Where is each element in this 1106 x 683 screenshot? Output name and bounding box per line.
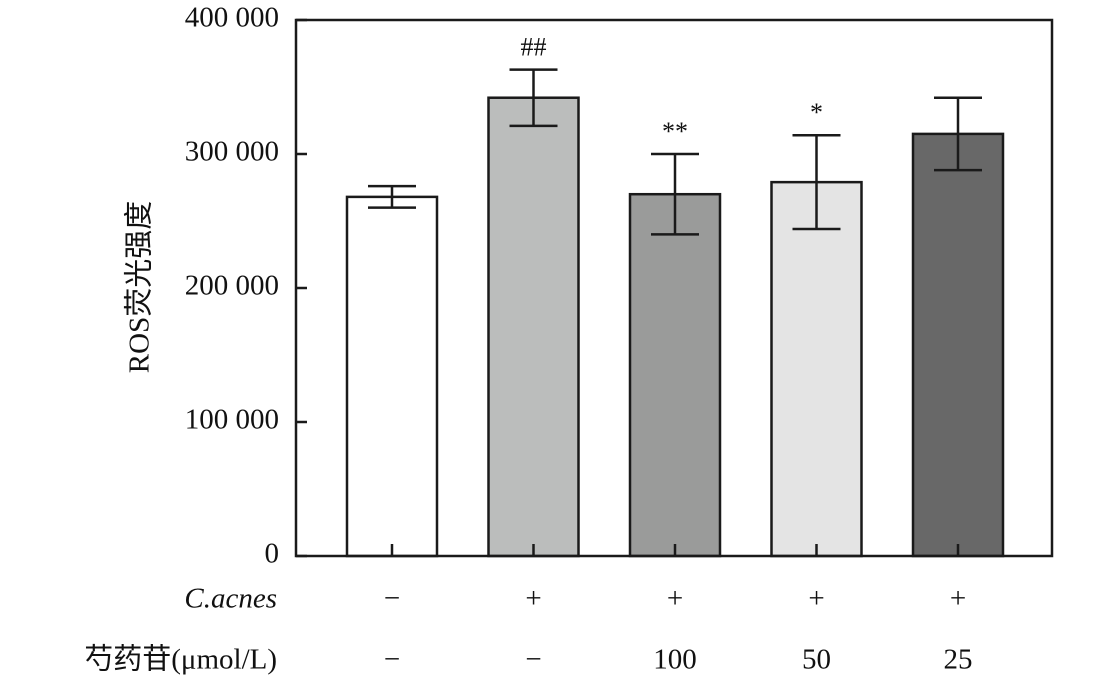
error-bar-2 bbox=[651, 152, 699, 236]
error-bar-1 bbox=[509, 68, 558, 128]
condition-row-label-0: C.acnes bbox=[184, 583, 277, 615]
plot-frame bbox=[294, 18, 1054, 558]
condition-value-1-3: 50 bbox=[802, 644, 831, 676]
bar-2 bbox=[628, 192, 722, 558]
condition-value-0-1: + bbox=[525, 583, 541, 615]
bar-0 bbox=[345, 195, 439, 558]
condition-rows: C.acnes − + + + + 芍药苷(μmol/L) − − 100 50 25 bbox=[84, 583, 972, 676]
error-bars-group bbox=[368, 68, 982, 236]
error-bar-3 bbox=[792, 133, 841, 231]
y-tick-label-0: 0 bbox=[265, 538, 280, 570]
condition-value-0-4: + bbox=[950, 583, 966, 615]
y-axis-ticks: 0 100 000 200 000 300 000 400 000 bbox=[185, 2, 307, 570]
significance-mark-2: ** bbox=[662, 117, 688, 146]
y-axis-label: ROS荧光强度 bbox=[123, 201, 156, 373]
condition-value-1-4: 25 bbox=[944, 644, 973, 676]
bar-1 bbox=[487, 96, 580, 558]
y-tick-label-4: 400 000 bbox=[185, 2, 279, 34]
bars-group bbox=[345, 96, 1005, 558]
significance-mark-3: * bbox=[810, 98, 823, 127]
bar-3 bbox=[770, 180, 863, 558]
y-tick-label-1: 100 000 bbox=[185, 404, 279, 436]
condition-value-1-1: − bbox=[525, 644, 541, 676]
condition-row-label-1: 芍药苷(μmol/L) bbox=[84, 643, 277, 676]
condition-value-1-0: − bbox=[384, 644, 400, 676]
error-bar-4 bbox=[934, 96, 982, 172]
condition-value-0-2: + bbox=[667, 583, 683, 615]
bar-4 bbox=[911, 132, 1005, 558]
y-tick-label-3: 300 000 bbox=[185, 136, 279, 168]
condition-value-0-3: + bbox=[808, 583, 824, 615]
significance-mark-1: ## bbox=[521, 33, 547, 62]
condition-value-0-0: − bbox=[384, 583, 400, 615]
significance-group: ##*** bbox=[521, 33, 824, 146]
condition-value-1-2: 100 bbox=[653, 644, 697, 676]
error-bar-0 bbox=[368, 184, 416, 209]
y-tick-label-2: 200 000 bbox=[185, 270, 279, 302]
